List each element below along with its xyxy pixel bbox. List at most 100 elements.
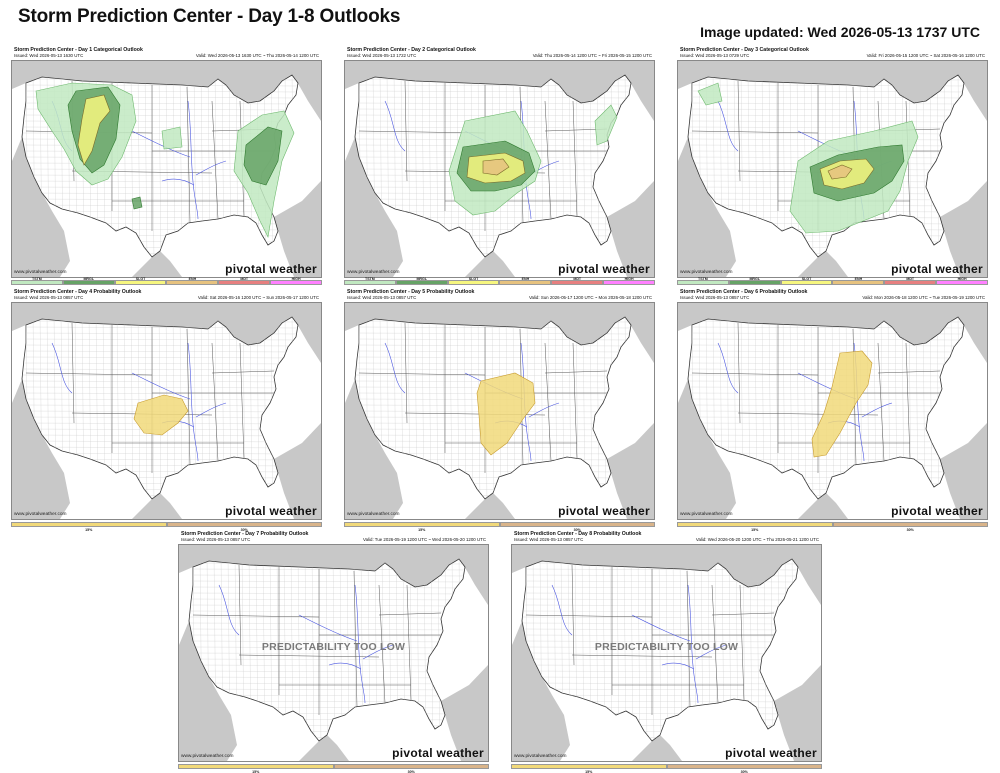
legend-label: TSTM [698,277,708,281]
ocean-region [798,493,848,519]
source-credit: www.pivotalweather.com [14,512,67,517]
ocean-region [607,181,654,277]
prob-15-area [476,372,536,456]
mrgl-area [131,196,143,210]
legend-label: HIGH [624,277,634,281]
map-frame: www.pivotalweather.com pivotal weather [344,60,655,278]
legend-label: SLGT [135,277,146,281]
legend-label: 15% [585,770,593,773]
legend-label: MRGL [83,277,95,281]
map-frame: www.pivotalweather.com pivotal weather PRE… [511,544,822,762]
legend-label: ENH [521,277,530,281]
legend-swatch-prob30: 30% [832,522,988,532]
legend-swatch-prob30: 30% [499,522,655,532]
ocean-region [345,379,403,519]
ocean-region [465,493,515,519]
panel-title: Storm Prediction Center - Day 1 Categori… [14,47,143,53]
legend-label: MDT [906,277,915,281]
enh-area [482,158,510,176]
tstm-area [161,126,183,150]
legend-label: HIGH [957,277,967,281]
categorical-legend: TSTM MRGL SLGT ENH MDT HIGH [11,277,322,288]
outlook-panel-day4: Storm Prediction Center - Day 4 Probabil… [11,289,322,532]
legend-swatch-prob15: 15% [178,764,334,773]
legend-swatch-enh: ENH [166,277,219,285]
ocean-region [345,137,403,277]
legend-swatch-mdt: MDT [884,277,937,285]
legend-swatch-tstm: TSTM [11,277,63,285]
brand-logo: pivotal weather [558,262,650,276]
outlook-panel-day7: Storm Prediction Center - Day 7 Probabil… [178,531,489,773]
page-title: Storm Prediction Center - Day 1-8 Outloo… [18,6,401,27]
legend-swatch-enh: ENH [832,277,885,285]
legend-swatch-high: HIGH [936,277,988,285]
outlook-panel-day2: Storm Prediction Center - Day 2 Categori… [344,47,655,289]
outlook-panel-day5: Storm Prediction Center - Day 5 Probabil… [344,289,655,532]
ocean-region [274,181,321,277]
legend-swatch-mdt: MDT [551,277,604,285]
canada-region [512,545,821,605]
brand-logo: pivotal weather [725,746,817,760]
tstm-area [697,82,723,106]
outlook-panel-day6: Storm Prediction Center - Day 6 Probabil… [677,289,988,532]
issued-time: Issued: Wed 2026-05-13 0857 UTC [680,295,750,300]
probability-legend: 15% 30% [677,522,988,532]
categorical-legend: TSTM MRGL SLGT ENH MDT HIGH [677,277,988,288]
outlook-map [678,61,987,277]
legend-label: MRGL [749,277,761,281]
valid-period: Valid: Fri 2026-05-15 1200 UTC ~ Sat 202… [866,53,985,58]
issued-time: Issued: Wed 2026-05-13 1630 UTC [14,53,84,58]
outlook-map [512,545,821,761]
canada-region [678,303,987,363]
source-credit: www.pivotalweather.com [347,270,400,275]
probability-legend: 15% 30% [178,764,489,773]
source-credit: www.pivotalweather.com [181,754,234,759]
legend-swatch-mrgl: MRGL [395,277,448,285]
legend-swatch-tstm: TSTM [677,277,729,285]
predictability-too-low-label: PREDICTABILITY TOO LOW [261,641,406,653]
legend-label: TSTM [32,277,42,281]
probability-legend: 15% 30% [511,764,822,773]
legend-swatch-high: HIGH [603,277,655,285]
legend-label: 15% [252,770,260,773]
outlook-panel-day3: Storm Prediction Center - Day 3 Categori… [677,47,988,289]
legend-label: 15% [751,528,759,532]
ocean-region [940,181,987,277]
panel-title: Storm Prediction Center - Day 5 Probabil… [347,289,475,295]
map-frame: www.pivotalweather.com pivotal weather PRE… [178,544,489,762]
source-credit: www.pivotalweather.com [680,512,733,517]
legend-label: 30% [740,770,748,773]
legend-label: ENH [188,277,197,281]
panel-title: Storm Prediction Center - Day 6 Probabil… [680,289,808,295]
panel-header: Storm Prediction Center - Day 4 Probabil… [11,289,322,303]
brand-logo: pivotal weather [392,746,484,760]
ocean-region [179,621,237,761]
outlook-map [345,303,654,519]
legend-label: MDT [573,277,582,281]
legend-swatch-mrgl: MRGL [728,277,781,285]
ocean-region [299,735,349,761]
outlook-map [345,61,654,277]
outlook-map [678,303,987,519]
legend-swatch-slgt: SLGT [447,277,500,285]
valid-period: Valid: Wed 2026-05-20 1200 UTC ~ Thu 202… [695,537,819,542]
panel-title: Storm Prediction Center - Day 4 Probabil… [14,289,142,295]
legend-swatch-prob30: 30% [666,764,822,773]
outlook-map [12,61,321,277]
legend-swatch-enh: ENH [499,277,552,285]
panel-header: Storm Prediction Center - Day 3 Categori… [677,47,988,61]
canada-region [12,61,321,121]
legend-swatch-prob30: 30% [166,522,322,532]
probability-legend: 15% 30% [11,522,322,532]
predictability-too-low-label: PREDICTABILITY TOO LOW [594,641,739,653]
outlook-map [12,303,321,519]
panel-header: Storm Prediction Center - Day 5 Probabil… [344,289,655,303]
panel-header: Storm Prediction Center - Day 7 Probabil… [178,531,489,545]
panel-title: Storm Prediction Center - Day 7 Probabil… [181,531,309,537]
valid-period: Valid: Sat 2026-05-16 1200 UTC ~ Sun 202… [197,295,319,300]
legend-label: 30% [240,528,248,532]
legend-label: SLGT [468,277,479,281]
issued-time: Issued: Wed 2026-05-13 0857 UTC [347,295,417,300]
legend-swatch-mrgl: MRGL [62,277,115,285]
outlook-panel-day8: Storm Prediction Center - Day 8 Probabil… [511,531,822,773]
